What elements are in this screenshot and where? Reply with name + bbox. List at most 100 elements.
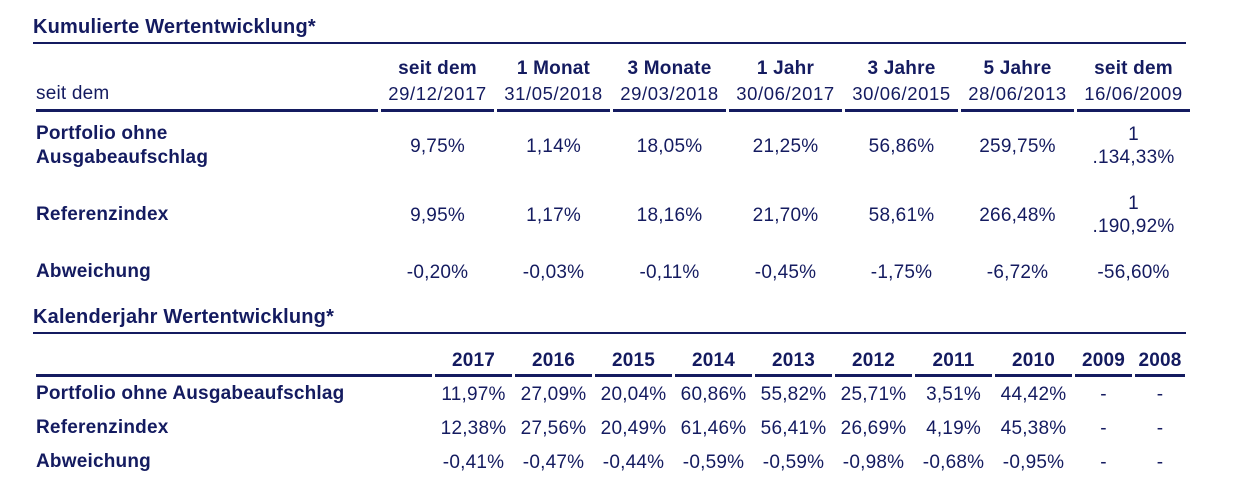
value-cell: 1,17%: [526, 204, 581, 226]
value-cell: -: [1156, 451, 1164, 473]
value-cell: 58,61%: [868, 204, 935, 226]
cumulative-column-header: seit dem 29/12/2017: [381, 44, 494, 112]
calendar-table-body: Portfolio ohne Ausgabeaufschlag 11,97% 27,…: [36, 377, 1185, 479]
calendar-year-header: 2009: [1075, 334, 1132, 377]
calendar-year-header: 2014: [675, 334, 752, 377]
value-cell: 55,82%: [760, 383, 827, 405]
row-label: Abweichung: [36, 250, 378, 296]
value-cell: -6,72%: [986, 261, 1049, 283]
value-cell: 9,75%: [410, 135, 465, 157]
row-label-text: Portfolio ohne Ausgabeaufschlag: [36, 123, 209, 168]
value-cell: 26,69%: [840, 417, 907, 439]
value-cell: -0,11%: [639, 261, 700, 283]
table-row: Referenzindex 12,38% 27,56% 20,49% 61,46% 56,…: [36, 411, 1185, 445]
value-cell: -0,47%: [522, 451, 585, 473]
period-date: 29/12/2017: [388, 83, 487, 104]
calendar-header-row: 2017 2016 2015 2014 2013 2012 2011 2010 2009 2008: [36, 334, 1185, 377]
period-label: 1 Jahr: [756, 58, 815, 79]
value-cell: 1,14%: [526, 135, 581, 157]
value-cell: 27,09%: [520, 383, 587, 405]
value-cell: 21,25%: [752, 135, 819, 157]
period-label: seit dem: [1094, 58, 1173, 79]
row-label: Abweichung: [36, 451, 151, 472]
period-date: 30/06/2017: [736, 83, 835, 104]
row-label: Portfolio ohne Ausgabeaufschlag: [36, 383, 345, 404]
table-row: Portfolio ohne Ausgabeaufschlag 11,97% 27,…: [36, 377, 1185, 411]
value-cell: -0,98%: [842, 451, 905, 473]
value-cell: 12,38%: [440, 417, 507, 439]
value-cell: -0,45%: [754, 261, 817, 283]
value-cell: -0,95%: [1002, 451, 1065, 473]
calendar-performance-table: 2017 2016 2015 2014 2013 2012 2011 2010 2009 2008…: [33, 334, 1188, 479]
calendar-year-header: 2010: [995, 334, 1072, 377]
value-cell: 45,38%: [1000, 417, 1067, 439]
table-row: Abweichung -0,20% -0,03% -0,11% -0,45% -1,75%…: [36, 250, 1190, 296]
period-date: 29/03/2018: [620, 83, 719, 104]
value-cell: 21,70%: [752, 204, 819, 226]
period-date: 31/05/2018: [504, 83, 603, 104]
value-cell: 60,86%: [680, 383, 747, 405]
period-date: 30/06/2015: [852, 83, 951, 104]
value-cell: 25,71%: [840, 383, 907, 405]
value-cell: 56,41%: [760, 417, 827, 439]
value-cell: -0,59%: [762, 451, 825, 473]
value-cell: 11,97%: [441, 383, 506, 405]
cumulative-column-header: seit dem 16/06/2009: [1077, 44, 1190, 112]
table-row: Referenzindex 9,95% 1,17% 18,16% 21,70% 58,61…: [36, 182, 1190, 250]
value-cell: 61,46%: [680, 417, 747, 439]
value-cell: -0,68%: [922, 451, 985, 473]
value-cell: -56,60%: [1097, 261, 1170, 283]
value-cell: -1,75%: [870, 261, 933, 283]
period-label: 1 Monat: [516, 58, 591, 79]
cumulative-performance-title: Kumulierte Wertentwicklung*: [33, 16, 1186, 44]
value-cell: 20,04%: [600, 383, 667, 405]
cumulative-column-header: 1 Monat 31/05/2018: [497, 44, 610, 112]
value-cell: -0,59%: [682, 451, 745, 473]
row-label: Referenzindex: [36, 182, 378, 250]
period-label: seit dem: [398, 58, 477, 79]
period-label: 3 Jahre: [867, 58, 936, 79]
cumulative-column-header: 1 Jahr 30/06/2017: [729, 44, 842, 112]
row-label-text: Abweichung: [36, 261, 151, 282]
cumulative-header-row: seit dem seit dem 29/12/2017 1 Monat 31/05/…: [36, 44, 1190, 112]
period-date: 28/06/2013: [968, 83, 1067, 104]
value-cell: 27,56%: [520, 417, 587, 439]
value-cell: 9,95%: [410, 204, 465, 226]
calendar-year-header: 2017: [435, 334, 512, 377]
cumulative-column-header: 3 Monate 29/03/2018: [613, 44, 726, 112]
value-cell: -0,20%: [406, 261, 469, 283]
value-cell: -: [1100, 451, 1107, 473]
value-cell: -: [1156, 417, 1164, 439]
cumulative-row-header-label: seit dem: [36, 44, 378, 112]
value-cell: -0,41%: [442, 451, 505, 473]
value-cell: 259,75%: [979, 135, 1056, 157]
cumulative-performance-table: seit dem seit dem 29/12/2017 1 Monat 31/05/…: [33, 44, 1193, 296]
row-label: Portfolio ohne Ausgabeaufschlag: [36, 112, 378, 182]
value-cell: 18,05%: [636, 135, 703, 157]
value-cell: -0,44%: [602, 451, 665, 473]
value-cell: 3,51%: [926, 383, 981, 405]
calendar-year-header: 2016: [515, 334, 592, 377]
table-row: Portfolio ohne Ausgabeaufschlag 9,75% 1,14…: [36, 112, 1190, 182]
calendar-year-header: 2013: [755, 334, 832, 377]
period-date: 16/06/2009: [1084, 83, 1183, 104]
value-cell: 20,49%: [600, 417, 667, 439]
row-label: Referenzindex: [36, 417, 169, 438]
value-cell: 266,48%: [979, 204, 1056, 226]
cumulative-column-header: 3 Jahre 30/06/2015: [845, 44, 958, 112]
value-cell: -: [1156, 383, 1164, 405]
value-cell: 44,42%: [1000, 383, 1067, 405]
row-label-text: Referenzindex: [36, 204, 169, 225]
calendar-year-header: 2008: [1135, 334, 1185, 377]
calendar-year-header: 2015: [595, 334, 672, 377]
value-cell: 4,19%: [926, 417, 981, 439]
value-cell: -: [1100, 383, 1107, 405]
value-cell: -: [1100, 417, 1107, 439]
table-row: Abweichung -0,41% -0,47% -0,44% -0,59% -0,59%…: [36, 445, 1185, 479]
period-label: 3 Monate: [627, 58, 712, 79]
calendar-year-header: 2011: [915, 334, 992, 377]
value-cell: 18,16%: [636, 204, 703, 226]
period-label: 5 Jahre: [983, 58, 1052, 79]
cumulative-column-header: 5 Jahre 28/06/2013: [961, 44, 1074, 112]
